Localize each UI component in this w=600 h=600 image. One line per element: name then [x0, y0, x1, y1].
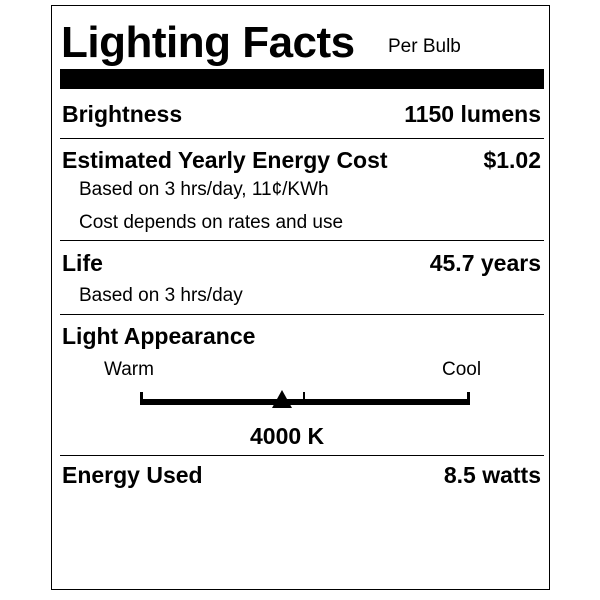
- scale-mid-tick: [303, 392, 305, 400]
- energy-label: Energy Used: [62, 462, 203, 488]
- cost-value: $1.02: [483, 147, 541, 173]
- scale-end-tick: [467, 392, 470, 405]
- color-temperature-value: 4000 K: [250, 423, 325, 449]
- life-note: Based on 3 hrs/day: [79, 285, 243, 306]
- label-subtitle: Per Bulb: [388, 36, 461, 57]
- divider: [60, 240, 544, 241]
- life-label: Life: [62, 250, 103, 276]
- cost-note: Cost depends on rates and use: [79, 212, 344, 233]
- color-temperature-scale: [140, 390, 470, 408]
- brightness-value: 1150 lumens: [404, 101, 541, 127]
- appearance-label: Light Appearance: [62, 323, 256, 349]
- cool-label: Cool: [442, 359, 482, 380]
- divider: [60, 455, 544, 456]
- marker-triangle-icon: [271, 390, 292, 408]
- label-title: Lighting Facts: [61, 18, 355, 67]
- life-value: 45.7 years: [429, 250, 541, 276]
- title-divider: [60, 69, 544, 89]
- lighting-facts-label: Lighting Facts Per Bulb Brightness 1150 …: [51, 5, 550, 590]
- scale-end-tick: [140, 392, 143, 405]
- energy-value: 8.5 watts: [443, 462, 541, 488]
- cost-label: Estimated Yearly Energy Cost: [62, 147, 388, 173]
- divider: [60, 138, 544, 139]
- warm-label: Warm: [104, 359, 154, 380]
- divider: [60, 314, 544, 315]
- brightness-label: Brightness: [62, 101, 183, 127]
- scale-bar: [140, 399, 470, 405]
- cost-note: Based on 3 hrs/day, 11¢/KWh: [79, 179, 329, 200]
